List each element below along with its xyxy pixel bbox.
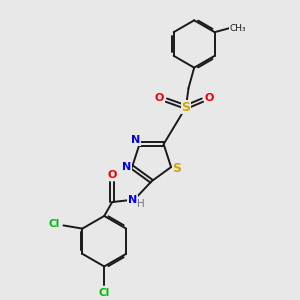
Text: Cl: Cl (99, 288, 110, 298)
Text: S: S (172, 162, 181, 175)
Text: N: N (128, 195, 137, 205)
Text: CH₃: CH₃ (230, 24, 246, 33)
Text: H: H (137, 199, 145, 209)
Text: O: O (107, 169, 117, 180)
Text: O: O (205, 93, 214, 103)
Text: O: O (155, 93, 164, 103)
Text: S: S (182, 100, 190, 114)
Text: N: N (131, 135, 140, 146)
Text: N: N (122, 162, 131, 172)
Text: Cl: Cl (49, 219, 60, 229)
